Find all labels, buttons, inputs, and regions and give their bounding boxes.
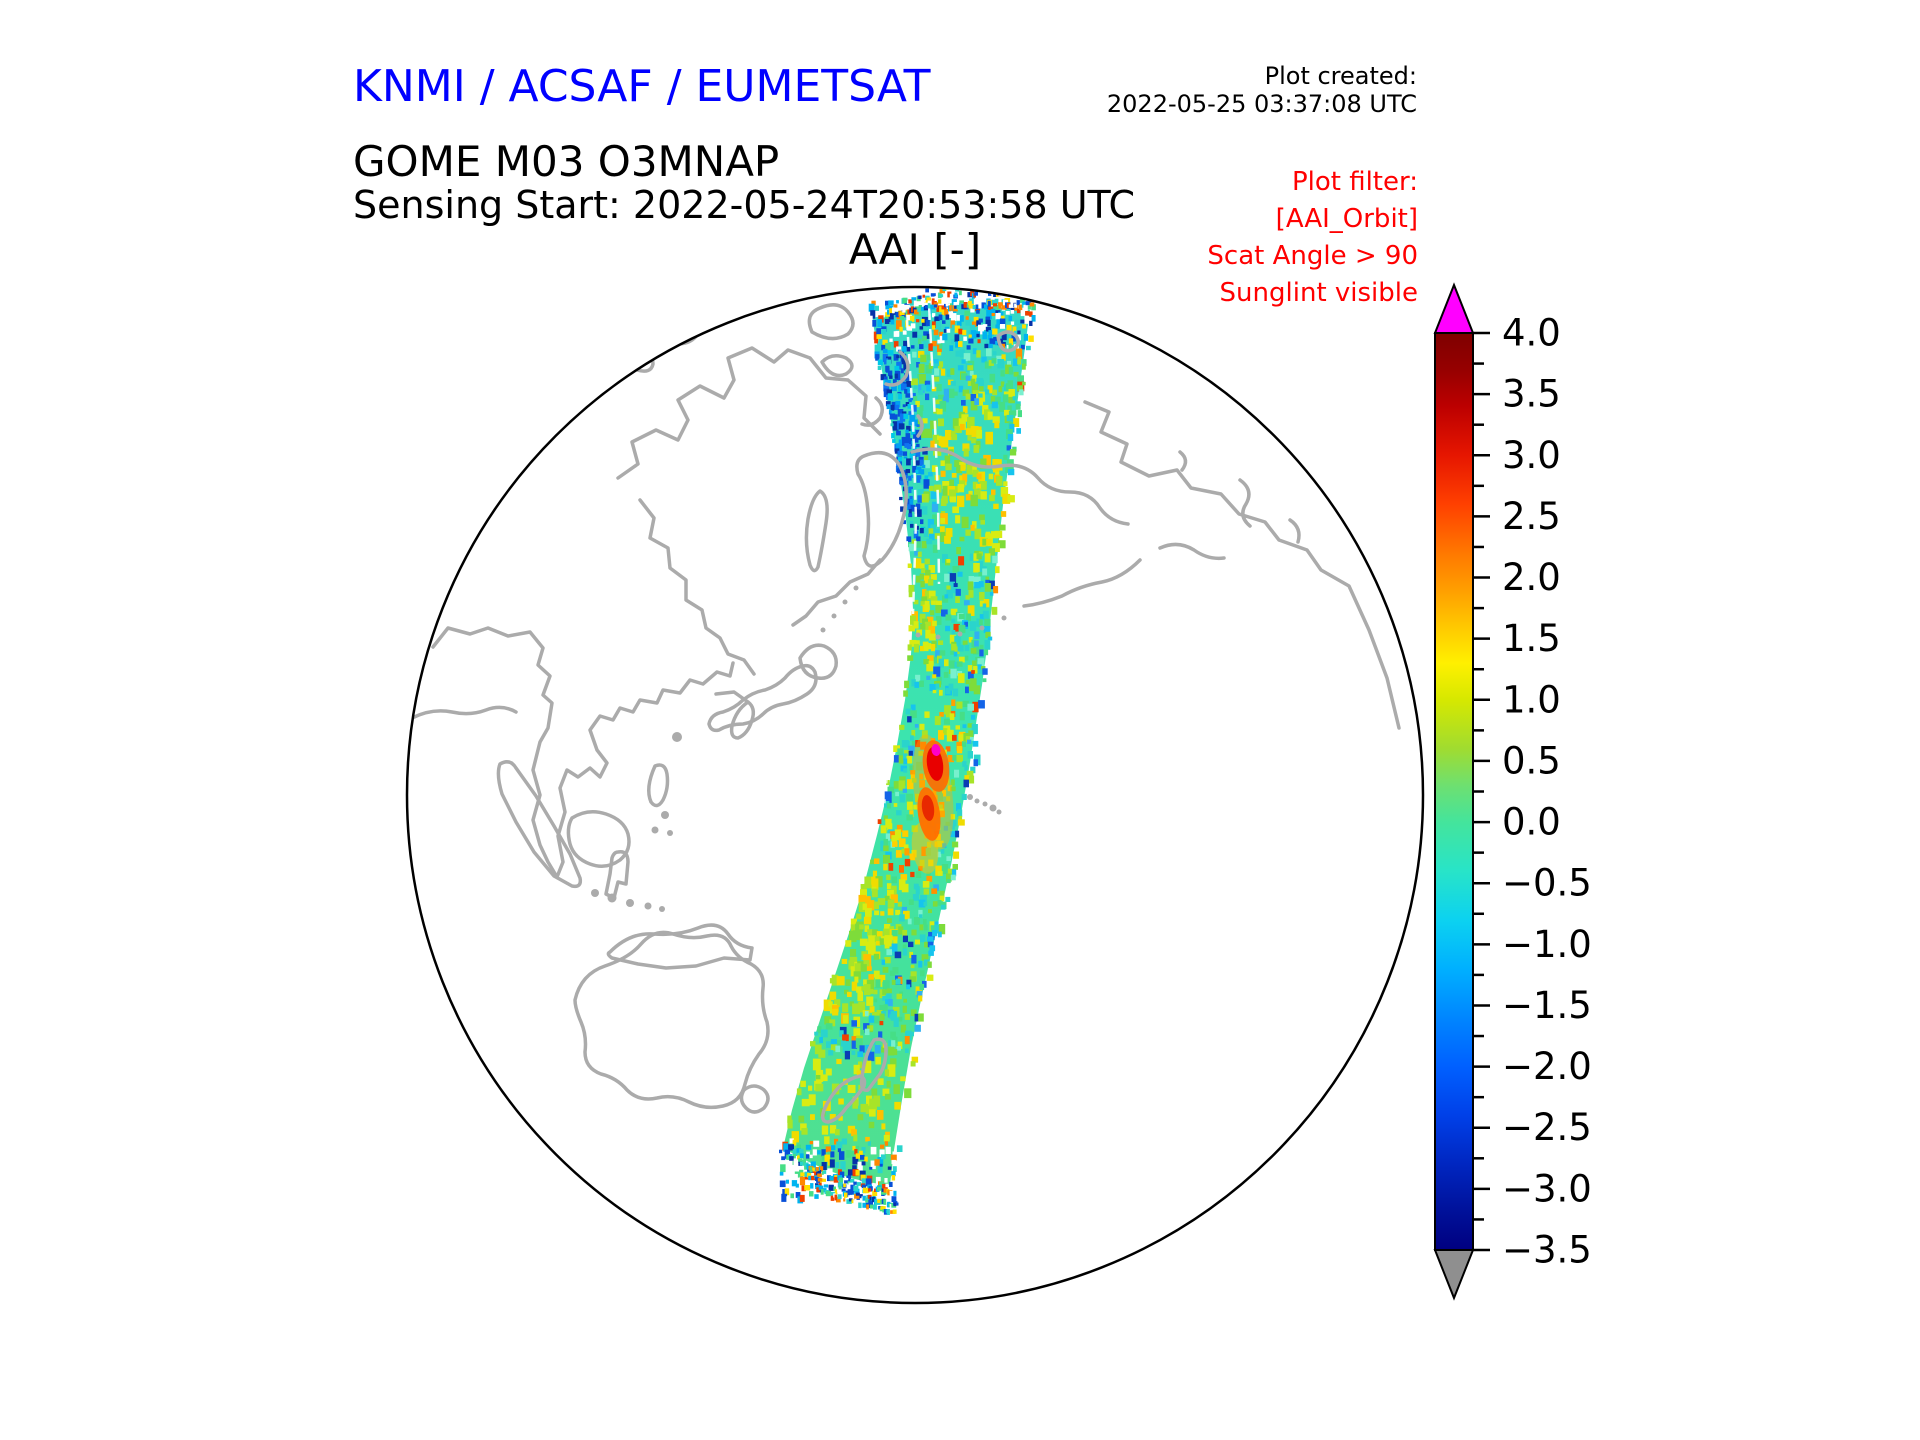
colorbar-tick-label: 2.5: [1502, 495, 1561, 538]
island-dot: [996, 809, 1002, 815]
island-dot: [1001, 615, 1007, 621]
colorbar-tick-label: 2.0: [1502, 556, 1561, 599]
island-dot: [667, 830, 673, 836]
island-dot: [842, 599, 848, 605]
island-dot: [831, 613, 837, 619]
island-dot: [651, 826, 659, 834]
island-dot: [982, 801, 988, 807]
aerosol-plume: [911, 734, 954, 874]
island-dot: [591, 889, 599, 897]
colorbar-over-arrow: [1433, 282, 1475, 334]
brand-title: KNMI / ACSAF / EUMETSAT: [353, 61, 931, 112]
plot-filter-line: [AAI_Orbit]: [1275, 204, 1418, 234]
island-dot: [644, 902, 652, 910]
swath-pixels: [779, 298, 1036, 1204]
island-dot: [607, 893, 617, 903]
colorbar-tick-label: 3.5: [1502, 373, 1561, 416]
plot-created-label: Plot created:: [1264, 62, 1417, 90]
colorbar-tick-label: 1.5: [1502, 617, 1561, 660]
swath-seam: [883, 559, 904, 811]
colorbar-tick-label: −1.5: [1502, 984, 1592, 1027]
product-title: GOME M03 O3MNAP: [353, 137, 780, 186]
plot-filter-line: Plot filter:: [1291, 167, 1418, 197]
plot-created-block: Plot created: 2022-05-25 03:37:08 UTC: [1107, 62, 1417, 118]
colorbar-tick-label: 0.5: [1502, 739, 1561, 782]
island-dot: [853, 585, 859, 591]
island-dot: [672, 732, 682, 742]
colorbar-gradient: [1434, 332, 1474, 1251]
island-dot: [979, 625, 985, 631]
colorbar-tick-label: 4.0: [1502, 312, 1561, 355]
satellite-swath: [779, 288, 1036, 1215]
plot-filter-line: Scat Angle > 90: [1207, 241, 1418, 271]
colorbar-tick-label: 0.0: [1502, 801, 1561, 844]
swath-seam: [905, 319, 918, 615]
colorbar-tick-label: 3.0: [1502, 434, 1561, 477]
plot-filter-line: Sunglint visible: [1219, 278, 1418, 308]
colorbar: 4.0 3.5 3.0 2.5 2.0 1.5 1.0 0.5 0.0 −0.5 −1.0 −1.5 −…: [1433, 282, 1592, 1301]
island-dot: [957, 631, 963, 637]
swath-last-scanlines: [786, 1154, 899, 1215]
sensing-start-line: Sensing Start: 2022-05-24T20:53:58 UTC: [353, 183, 1136, 227]
colorbar-tick-label: −3.0: [1502, 1167, 1592, 1210]
island-dot: [659, 906, 665, 912]
colorbar-tick-label: −2.0: [1502, 1045, 1592, 1088]
colorbar-tick-label: −0.5: [1502, 862, 1592, 905]
colorbar-tick-label: −3.5: [1502, 1229, 1592, 1272]
island-dot: [974, 798, 980, 804]
colorbar-tick-label: 1.0: [1502, 678, 1561, 721]
island-dot: [661, 811, 669, 819]
colorbar-under-arrow: [1433, 1249, 1475, 1301]
colorbar-tick-label: −1.0: [1502, 923, 1592, 966]
island-dot: [935, 634, 941, 640]
plot-created-value: 2022-05-25 03:37:08 UTC: [1106, 90, 1417, 118]
island-dot: [915, 632, 921, 638]
globe-outline: [405, 285, 1425, 1305]
island-dot: [989, 804, 997, 812]
plot-filter-block: Plot filter: [AAI_Orbit] Scat Angle > 90 Su…: [1207, 164, 1418, 312]
island-dot: [626, 899, 634, 907]
coastlines: [410, 303, 1401, 1124]
plot-title: AAI [-]: [848, 225, 982, 274]
island-dot: [967, 794, 973, 800]
colorbar-tick-label: −2.5: [1502, 1106, 1592, 1149]
island-dot: [820, 627, 826, 633]
